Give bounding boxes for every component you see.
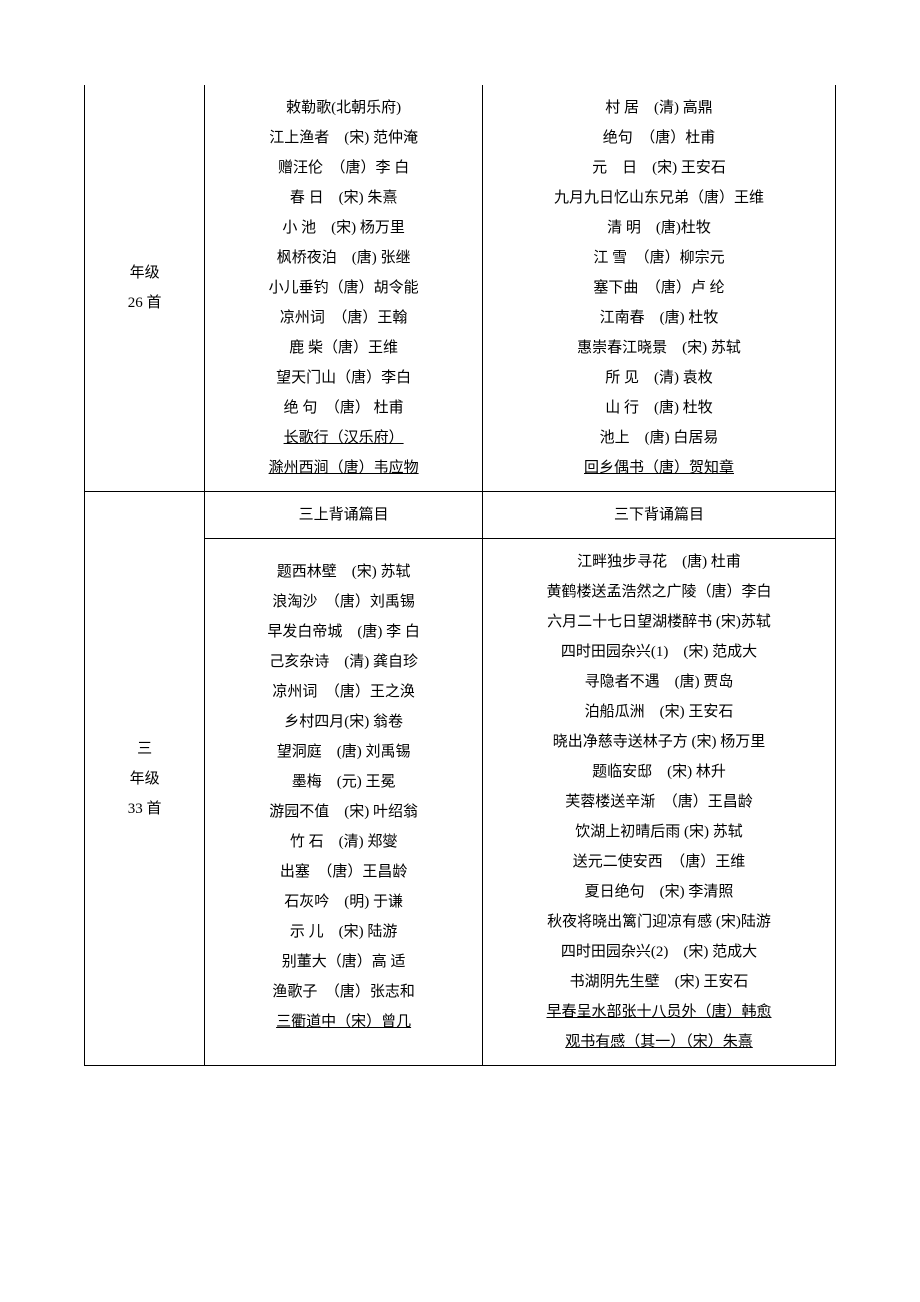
poem: 芙蓉楼送辛渐 （唐）王昌龄 xyxy=(487,787,831,817)
grade-2-row: 年级 26 首 敕勒歌(北朝乐府) 江上渔者 (宋) 范仲淹 赠汪伦 （唐）李 … xyxy=(85,85,836,492)
grade-2-col3: 村 居 (清) 高鼎 绝句 （唐）杜甫 元 日 (宋) 王安石 九月九日忆山东兄… xyxy=(483,85,836,492)
grade-2-line1: 年级 xyxy=(89,258,200,288)
poem: 四时田园杂兴(2) (宋) 范成大 xyxy=(487,937,831,967)
poem: 清 明 (唐)杜牧 xyxy=(487,213,831,243)
poem: 春 日 (宋) 朱熹 xyxy=(209,183,478,213)
grade-2-col2: 敕勒歌(北朝乐府) 江上渔者 (宋) 范仲淹 赠汪伦 （唐）李 白 春 日 (宋… xyxy=(205,85,483,492)
poem: 题西林壁 (宋) 苏轼 xyxy=(209,557,478,587)
poem: 小儿垂钓（唐）胡令能 xyxy=(209,273,478,303)
poem: 出塞 （唐）王昌龄 xyxy=(209,857,478,887)
grade-3-col2: 题西林壁 (宋) 苏轼 浪淘沙 （唐）刘禹锡 早发白帝城 (唐) 李 白 己亥杂… xyxy=(205,539,483,1066)
poem: 塞下曲 （唐）卢 纶 xyxy=(487,273,831,303)
poem: 望天门山（唐）李白 xyxy=(209,363,478,393)
grade-3-label-cell: 三 年级 33 首 xyxy=(85,492,205,1066)
poem: 凉州词 （唐）王之涣 xyxy=(209,677,478,707)
poem-underlined: 滁州西涧（唐）韦应物 xyxy=(209,453,478,483)
poem: 泊船瓜洲 (宋) 王安石 xyxy=(487,697,831,727)
poem: 村 居 (清) 高鼎 xyxy=(487,93,831,123)
grade-3-header-row: 三 年级 33 首 三上背诵篇目 三下背诵篇目 xyxy=(85,492,836,539)
poem: 惠崇春江晓景 (宋) 苏轼 xyxy=(487,333,831,363)
poem: 山 行 (唐) 杜牧 xyxy=(487,393,831,423)
poem: 石灰吟 (明) 于谦 xyxy=(209,887,478,917)
poem: 墨梅 (元) 王冕 xyxy=(209,767,478,797)
poem: 渔歌子 （唐）张志和 xyxy=(209,977,478,1007)
grade-2-line2: 26 首 xyxy=(89,288,200,318)
poem: 浪淘沙 （唐）刘禹锡 xyxy=(209,587,478,617)
poem: 绝句 （唐）杜甫 xyxy=(487,123,831,153)
poem: 晓出净慈寺送林子方 (宋) 杨万里 xyxy=(487,727,831,757)
grade-3-header-col3: 三下背诵篇目 xyxy=(483,492,836,539)
poem: 示 儿 (宋) 陆游 xyxy=(209,917,478,947)
poem: 池上 (唐) 白居易 xyxy=(487,423,831,453)
poem: 江南春 (唐) 杜牧 xyxy=(487,303,831,333)
grade-3-header-col2: 三上背诵篇目 xyxy=(205,492,483,539)
poem: 乡村四月(宋) 翁卷 xyxy=(209,707,478,737)
poem: 寻隐者不遇 (唐) 贾岛 xyxy=(487,667,831,697)
poem-underlined: 长歌行（汉乐府） xyxy=(209,423,478,453)
poem: 黄鹤楼送孟浩然之广陵（唐）李白 xyxy=(487,577,831,607)
poem: 凉州词 （唐）王翰 xyxy=(209,303,478,333)
poem: 游园不值 (宋) 叶绍翁 xyxy=(209,797,478,827)
poem: 元 日 (宋) 王安石 xyxy=(487,153,831,183)
grade-3-col3: 江畔独步寻花 (唐) 杜甫 黄鹤楼送孟浩然之广陵（唐）李白 六月二十七日望湖楼醉… xyxy=(483,539,836,1066)
poem: 竹 石 (清) 郑燮 xyxy=(209,827,478,857)
poem: 江 雪 （唐）柳宗元 xyxy=(487,243,831,273)
poem: 己亥杂诗 (清) 龚自珍 xyxy=(209,647,478,677)
poem: 别董大（唐）高 适 xyxy=(209,947,478,977)
poem-underlined: 回乡偶书（唐）贺知章 xyxy=(487,453,831,483)
grade-3-line3: 33 首 xyxy=(89,794,200,824)
poem: 六月二十七日望湖楼醉书 (宋)苏轼 xyxy=(487,607,831,637)
poem: 鹿 柴（唐）王维 xyxy=(209,333,478,363)
poem: 书湖阴先生壁 (宋) 王安石 xyxy=(487,967,831,997)
poem-underlined: 早春呈水部张十八员外（唐）韩愈 xyxy=(487,997,831,1027)
poem: 小 池 (宋) 杨万里 xyxy=(209,213,478,243)
poem-table: 年级 26 首 敕勒歌(北朝乐府) 江上渔者 (宋) 范仲淹 赠汪伦 （唐）李 … xyxy=(84,85,836,1066)
poem: 绝 句 （唐） 杜甫 xyxy=(209,393,478,423)
grade-2-label-cell: 年级 26 首 xyxy=(85,85,205,492)
poem: 江畔独步寻花 (唐) 杜甫 xyxy=(487,547,831,577)
poem: 夏日绝句 (宋) 李清照 xyxy=(487,877,831,907)
poem: 秋夜将晓出篱门迎凉有感 (宋)陆游 xyxy=(487,907,831,937)
poem-underlined: 三衢道中（宋）曾几 xyxy=(209,1007,478,1037)
poem-underlined: 观书有感（其一）（宋）朱熹 xyxy=(487,1027,831,1057)
poem: 饮湖上初晴后雨 (宋) 苏轼 xyxy=(487,817,831,847)
poem: 江上渔者 (宋) 范仲淹 xyxy=(209,123,478,153)
poem: 四时田园杂兴(1) (宋) 范成大 xyxy=(487,637,831,667)
poem: 送元二使安西 （唐）王维 xyxy=(487,847,831,877)
poem: 早发白帝城 (唐) 李 白 xyxy=(209,617,478,647)
grade-3-line2: 年级 xyxy=(89,764,200,794)
poem: 题临安邸 (宋) 林升 xyxy=(487,757,831,787)
poem: 望洞庭 (唐) 刘禹锡 xyxy=(209,737,478,767)
poem: 所 见 (清) 袁枚 xyxy=(487,363,831,393)
poem: 九月九日忆山东兄弟（唐）王维 xyxy=(487,183,831,213)
poem: 敕勒歌(北朝乐府) xyxy=(209,93,478,123)
grade-3-line1: 三 xyxy=(89,734,200,764)
poem: 赠汪伦 （唐）李 白 xyxy=(209,153,478,183)
poem: 枫桥夜泊 (唐) 张继 xyxy=(209,243,478,273)
